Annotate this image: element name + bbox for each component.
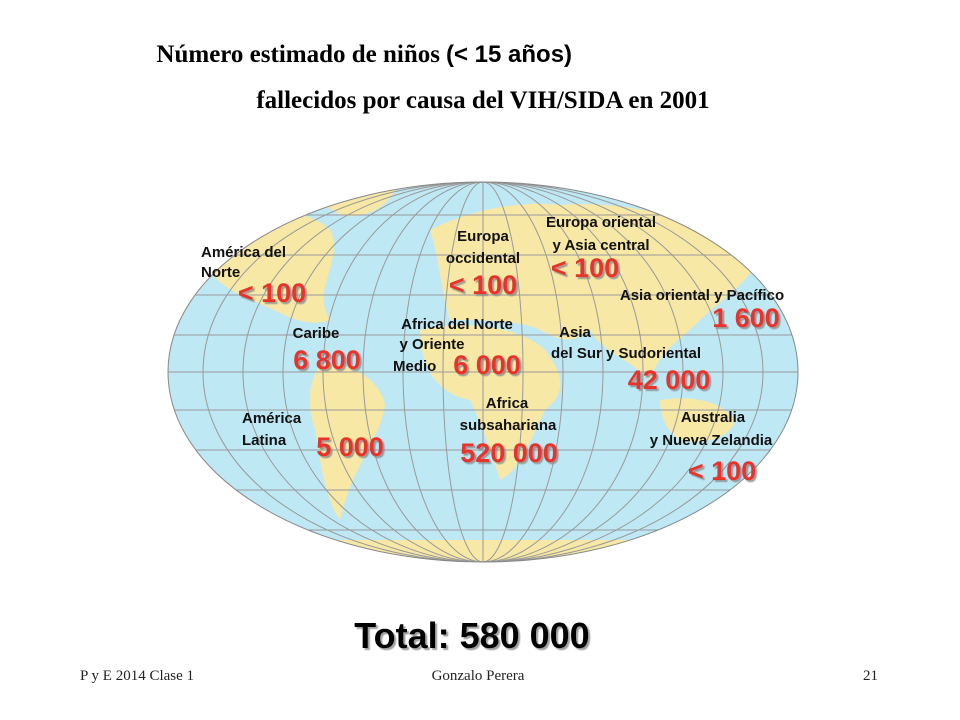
- region-name: subsahariana: [460, 417, 557, 434]
- region-name: Caribe: [293, 325, 340, 342]
- total: Total: 580 000: [354, 615, 589, 656]
- title: fallecidos por causa del VIH/SIDA en 200…: [256, 87, 709, 114]
- region-name: Medio: [393, 358, 436, 375]
- region-name: Asia: [559, 324, 591, 341]
- region-name: Australia: [681, 409, 746, 426]
- region-name: América: [242, 410, 302, 427]
- title: (< 15 años): [446, 41, 572, 68]
- region-name: y Asia central: [553, 237, 650, 254]
- region-value: 6 800: [293, 345, 361, 375]
- footer-left: P y E 2014 Clase 1: [80, 668, 194, 684]
- region-value: 1 600: [712, 303, 780, 333]
- region-name: Africa del Norte: [401, 316, 513, 333]
- footer-center: Gonzalo Perera: [432, 668, 525, 684]
- world-map: [167, 181, 799, 563]
- region-name: y Nueva Zelandia: [650, 432, 773, 449]
- region-value: 42 000: [628, 365, 711, 395]
- region-name: Asia oriental y Pacífico: [620, 287, 784, 304]
- title: Número estimado de niños: [156, 41, 440, 68]
- region-value: < 100: [238, 278, 306, 308]
- region-value: < 100: [688, 456, 756, 486]
- region-name: Norte: [201, 264, 240, 281]
- region-name: y Oriente: [399, 336, 464, 353]
- region-name: Europa oriental: [546, 214, 656, 231]
- region-name: América del: [201, 244, 286, 261]
- region-name: Africa: [486, 395, 529, 412]
- region-name: Latina: [242, 432, 287, 449]
- region-value: 5 000: [316, 432, 384, 462]
- region-value: < 100: [551, 253, 619, 283]
- region-value: < 100: [449, 270, 517, 300]
- region-value: 520 000: [460, 438, 558, 468]
- region-value: 6 000: [453, 350, 521, 380]
- region-name: Europa: [457, 228, 509, 245]
- region-name: occidental: [446, 250, 520, 267]
- region-name: del Sur y Sudoriental: [551, 345, 701, 362]
- footer-right: 21: [863, 668, 878, 684]
